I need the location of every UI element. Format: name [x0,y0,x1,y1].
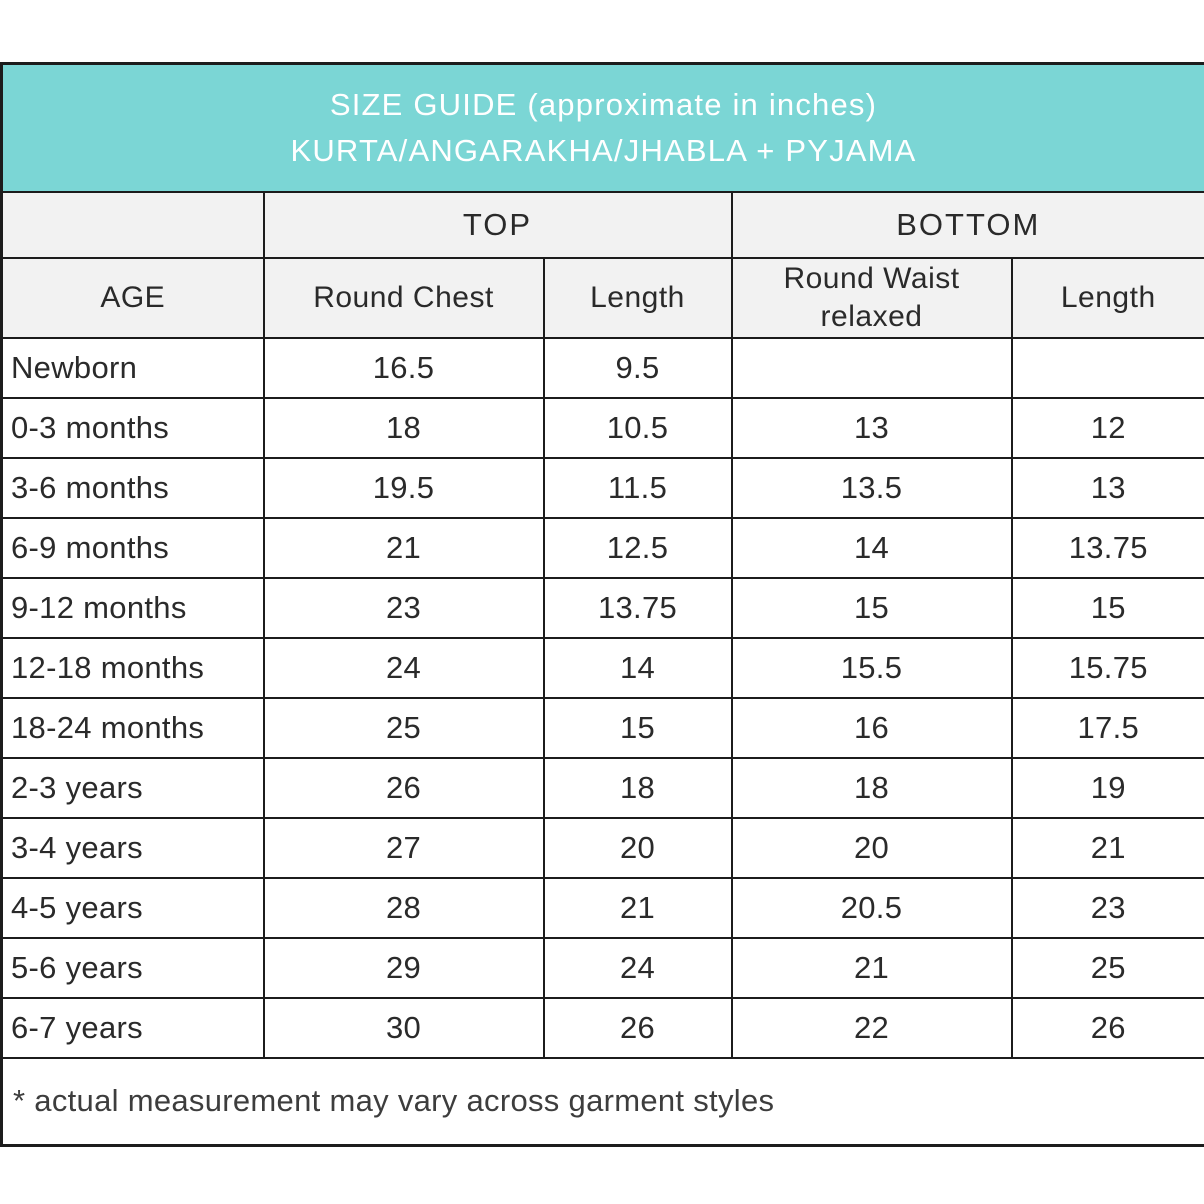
table-row: 5-6 years 29 24 21 25 [0,936,1204,999]
round-waist-cell: 22 [730,996,1013,1059]
round-waist-cell: 16 [730,696,1013,759]
age-cell: 3-4 years [0,816,265,879]
top-length-cell: 11.5 [542,456,733,519]
age-cell: 18-24 months [0,696,265,759]
top-length-cell: 24 [542,936,733,999]
bottom-length-cell: 21 [1010,816,1204,879]
title-banner-row: SIZE GUIDE (approximate in inches) KURTA… [0,62,1204,193]
bottom-length-cell: 13.75 [1010,516,1204,579]
column-header-top-length: Length [542,256,733,339]
bottom-length-cell: 12 [1010,396,1204,459]
title-banner: SIZE GUIDE (approximate in inches) KURTA… [0,62,1204,193]
table-row: 2-3 years 26 18 18 19 [0,756,1204,819]
round-waist-cell: 20.5 [730,876,1013,939]
bottom-length-cell: 15.75 [1010,636,1204,699]
column-header-age: AGE [0,256,265,339]
age-cell: 4-5 years [0,876,265,939]
age-cell: 5-6 years [0,936,265,999]
bottom-length-cell [1010,336,1204,399]
top-length-cell: 20 [542,816,733,879]
round-chest-cell: 16.5 [262,336,545,399]
age-cell: 0-3 months [0,396,265,459]
top-length-cell: 9.5 [542,336,733,399]
round-chest-cell: 26 [262,756,545,819]
column-header-bottom-length: Length [1010,256,1204,339]
age-cell: 2-3 years [0,756,265,819]
bottom-length-cell: 13 [1010,456,1204,519]
round-waist-cell: 13.5 [730,456,1013,519]
table-title: SIZE GUIDE (approximate in inches) [329,86,878,122]
column-group-row: TOP BOTTOM [0,190,1204,259]
bottom-length-cell: 26 [1010,996,1204,1059]
size-guide-table: SIZE GUIDE (approximate in inches) KURTA… [0,62,1204,1147]
table-row: 3-6 months 19.5 11.5 13.5 13 [0,456,1204,519]
bottom-length-cell: 23 [1010,876,1204,939]
round-waist-cell: 20 [730,816,1013,879]
round-waist-cell: 18 [730,756,1013,819]
round-chest-cell: 21 [262,516,545,579]
top-length-cell: 18 [542,756,733,819]
round-chest-cell: 18 [262,396,545,459]
round-waist-cell: 21 [730,936,1013,999]
round-chest-cell: 28 [262,876,545,939]
footnote-text: * actual measurement may vary across gar… [0,1056,1204,1147]
round-chest-cell: 29 [262,936,545,999]
top-length-cell: 13.75 [542,576,733,639]
footnote-row: * actual measurement may vary across gar… [0,1056,1204,1147]
age-cell: 3-6 months [0,456,265,519]
top-length-cell: 12.5 [542,516,733,579]
round-waist-cell: 14 [730,516,1013,579]
table-row: 6-9 months 21 12.5 14 13.75 [0,516,1204,579]
table-row: 4-5 years 28 21 20.5 23 [0,876,1204,939]
round-waist-cell: 15.5 [730,636,1013,699]
table-row: 0-3 months 18 10.5 13 12 [0,396,1204,459]
age-cell: 12-18 months [0,636,265,699]
top-length-cell: 14 [542,636,733,699]
age-cell: 6-9 months [0,516,265,579]
column-header-row: AGE Round Chest Length Round Waist relax… [0,256,1204,339]
table-row: 9-12 months 23 13.75 15 15 [0,576,1204,639]
top-length-cell: 26 [542,996,733,1059]
age-cell: 9-12 months [0,576,265,639]
round-waist-cell: 13 [730,396,1013,459]
round-waist-cell: 15 [730,576,1013,639]
bottom-length-cell: 17.5 [1010,696,1204,759]
column-header-round-waist: Round Waist relaxed [730,256,1013,339]
round-chest-cell: 24 [262,636,545,699]
table-body: Newborn 16.5 9.5 0-3 months 18 10.5 13 1… [0,336,1204,1059]
round-chest-cell: 30 [262,996,545,1059]
round-chest-cell: 27 [262,816,545,879]
table-subtitle: KURTA/ANGARAKHA/JHABLA + PYJAMA [290,132,917,168]
group-header-empty [0,190,265,259]
round-chest-cell: 25 [262,696,545,759]
column-header-round-chest: Round Chest [262,256,545,339]
age-cell: Newborn [0,336,265,399]
group-header-bottom: BOTTOM [730,190,1204,259]
round-waist-cell [730,336,1013,399]
top-length-cell: 21 [542,876,733,939]
table-row: 12-18 months 24 14 15.5 15.75 [0,636,1204,699]
age-cell: 6-7 years [0,996,265,1059]
round-chest-cell: 19.5 [262,456,545,519]
top-length-cell: 10.5 [542,396,733,459]
bottom-length-cell: 19 [1010,756,1204,819]
table-row: Newborn 16.5 9.5 [0,336,1204,399]
bottom-length-cell: 25 [1010,936,1204,999]
bottom-length-cell: 15 [1010,576,1204,639]
table-row: 3-4 years 27 20 20 21 [0,816,1204,879]
group-header-top: TOP [262,190,733,259]
round-chest-cell: 23 [262,576,545,639]
table-row: 18-24 months 25 15 16 17.5 [0,696,1204,759]
top-length-cell: 15 [542,696,733,759]
table-row: 6-7 years 30 26 22 26 [0,996,1204,1059]
